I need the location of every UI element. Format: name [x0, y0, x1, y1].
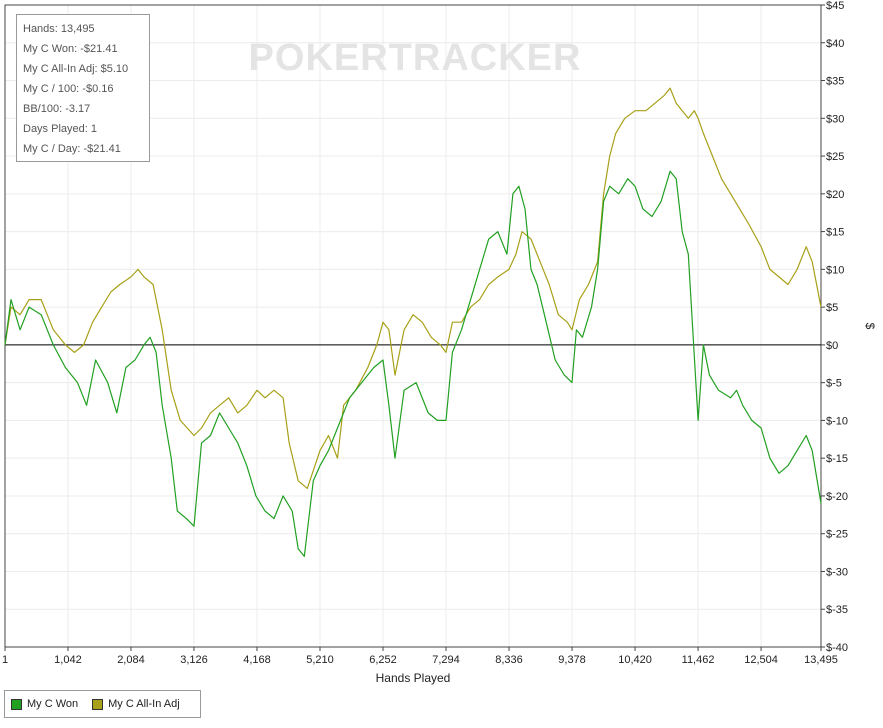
- x-tick-label: 10,420: [618, 654, 652, 666]
- x-tick-label: 1,042: [54, 654, 82, 666]
- x-tick-label: 8,336: [495, 654, 523, 666]
- legend-item: My C Won: [11, 698, 78, 710]
- legend-item: My C All-In Adj: [92, 698, 180, 710]
- x-tick-label: 2,084: [117, 654, 145, 666]
- y-tick-label: $-35: [826, 604, 848, 616]
- x-tick-label: 11,462: [682, 654, 715, 666]
- watermark: POKERTRACKER: [249, 37, 582, 79]
- x-tick-label: 6,252: [369, 654, 397, 666]
- y-tick-label: $-20: [826, 491, 848, 503]
- x-tick-label: 5,210: [306, 654, 334, 666]
- legend: My C Won My C All-In Adj: [4, 690, 201, 718]
- series-line-my-c-won: [4, 170, 822, 557]
- y-tick-label: $20: [826, 189, 844, 201]
- x-tick-label: 4,168: [243, 654, 271, 666]
- y-tick-label: $40: [826, 38, 844, 50]
- x-tick-label: 9,378: [558, 654, 586, 666]
- y-tick-label: $0: [826, 340, 838, 352]
- stat-line: My C Won: -$21.41: [23, 43, 118, 55]
- y-tick-label: $-10: [826, 415, 848, 427]
- series-line-my-c-all-in-adj: [4, 87, 822, 489]
- x-axis-title: Hands Played: [376, 671, 451, 685]
- y-tick-label: $-5: [826, 378, 842, 390]
- legend-swatch: [11, 698, 22, 710]
- stat-line: Days Played: 1: [23, 123, 97, 135]
- y-tick-label: $10: [826, 264, 844, 276]
- stat-line: My C All-In Adj: $5.10: [23, 63, 129, 75]
- y-tick-label: $-25: [826, 529, 848, 541]
- x-tick-label: 13,495: [804, 654, 838, 666]
- plot-frame: [4, 4, 822, 648]
- x-axis: 1 1,042 2,084 3,126 4,168 5,210 6,252 7,294 8,33…: [2, 647, 838, 666]
- y-tick-label: $25: [826, 151, 844, 163]
- stat-line: My C / Day: -$21.41: [23, 143, 121, 155]
- x-tick-label: 12,504: [744, 654, 778, 666]
- y-axis-title: $: [863, 323, 877, 330]
- y-axis: $45 $40 $35 $30 $25 $20 $15 $10 $5 $0 $-5 $-10 $-15 $…: [821, 0, 848, 654]
- x-tick-label: 1: [2, 654, 8, 666]
- stat-line: Hands: 13,495: [23, 23, 95, 35]
- y-tick-label: $15: [826, 227, 844, 239]
- x-tick-label: 3,126: [180, 654, 208, 666]
- y-tick-label: $-15: [826, 453, 848, 465]
- stats-box: Hands: 13,495 My C Won: -$21.41 My C All-I…: [16, 14, 150, 162]
- y-tick-label: $-40: [826, 642, 848, 654]
- y-tick-label: $5: [826, 302, 838, 314]
- y-tick-label: $35: [826, 76, 844, 88]
- series-layer: [4, 87, 822, 557]
- legend-swatch: [92, 698, 104, 710]
- y-tick-label: $45: [826, 0, 844, 12]
- stat-line: My C / 100: -$0.16: [23, 83, 114, 95]
- y-tick-label: $-30: [826, 566, 848, 578]
- legend-label: My C All-In Adj: [108, 698, 180, 710]
- x-tick-label: 7,294: [432, 654, 460, 666]
- y-tick-label: $30: [826, 113, 844, 125]
- stat-line: BB/100: -3.17: [23, 103, 91, 115]
- legend-label: My C Won: [27, 698, 79, 710]
